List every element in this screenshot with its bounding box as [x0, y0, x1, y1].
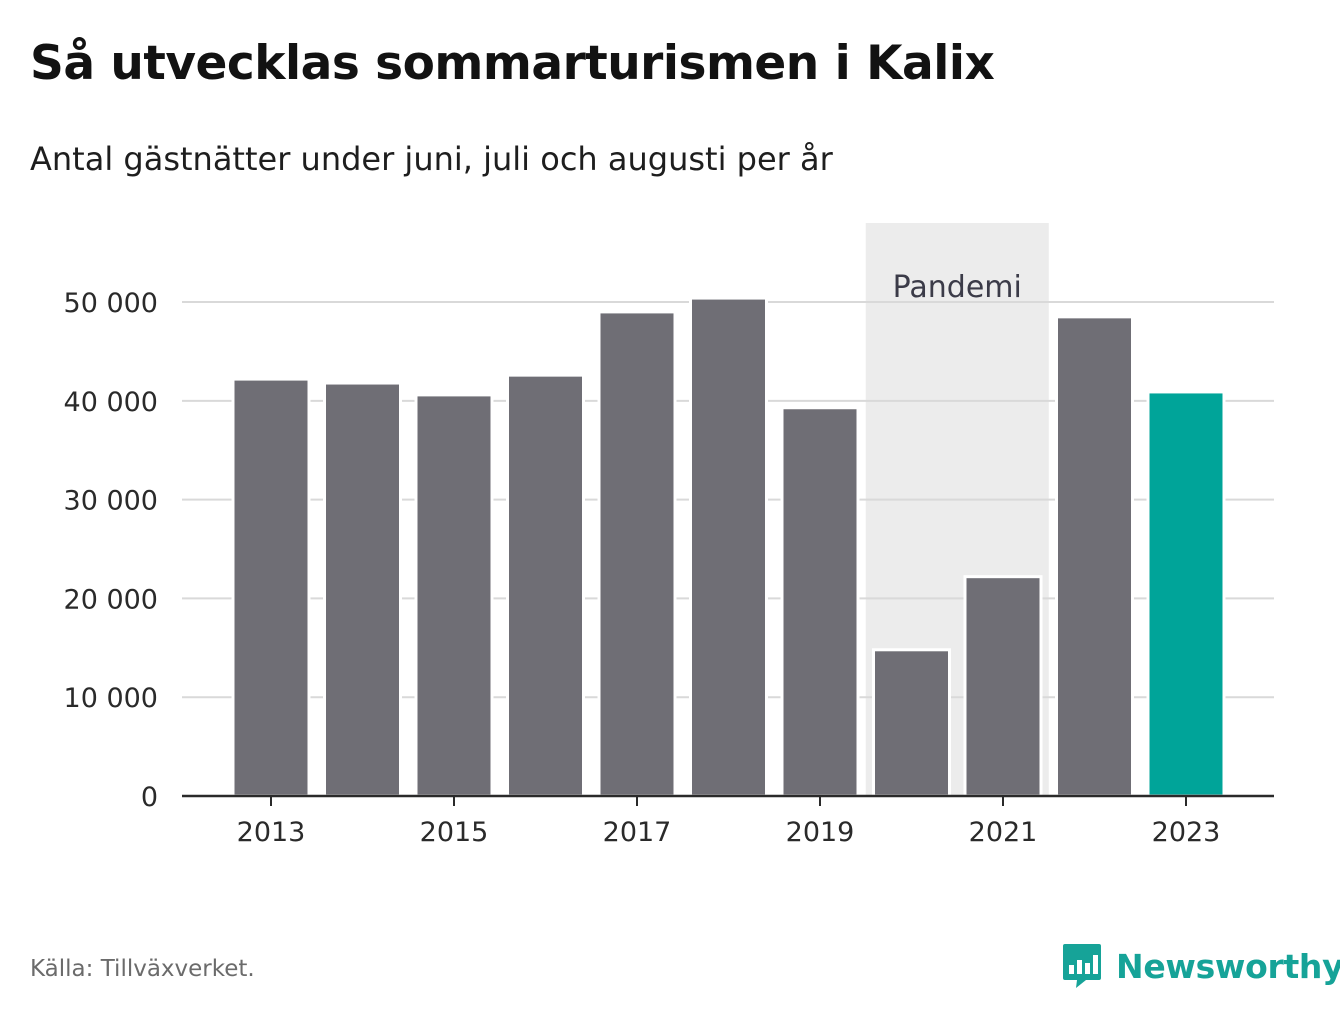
pandemic-label: Pandemi — [893, 270, 1022, 305]
y-tick-label: 0 — [141, 782, 158, 813]
bar-2017 — [597, 310, 677, 798]
bar-2013 — [231, 377, 311, 798]
axes: 0 10 000 20 000 30 000 40 000 50 000 2013 2015 2… — [64, 288, 1274, 848]
bar-2016 — [506, 373, 585, 798]
y-tick-label: 50 000 — [64, 288, 158, 319]
bar-2022 — [1055, 315, 1134, 798]
newsworthy-logo-icon — [1063, 944, 1101, 988]
x-tick-label: 2013 — [237, 817, 306, 848]
bar-2018 — [689, 296, 768, 798]
chart-subtitle: Antal gästnätter under juni, juli och au… — [30, 140, 833, 178]
bar-2014 — [323, 381, 402, 798]
x-tick-label: 2017 — [603, 817, 672, 848]
chart-title: Så utvecklas sommarturismen i Kalix — [30, 36, 995, 91]
y-tick-label: 30 000 — [64, 486, 158, 517]
source-note: Källa: Tillväxverket. — [30, 956, 255, 982]
bar-2015 — [414, 393, 494, 798]
x-tick-label: 2023 — [1152, 817, 1221, 848]
bar-2019 — [780, 406, 860, 798]
bars — [231, 296, 1226, 798]
y-tick-label: 10 000 — [64, 683, 158, 714]
x-tick-label: 2021 — [969, 817, 1038, 848]
bar-chart: Pandemi 0 10 000 20 000 30 000 40 000 50 000 2… — [64, 223, 1274, 848]
y-tick-label: 20 000 — [64, 584, 158, 615]
bar-2021 — [963, 575, 1043, 798]
bar-2023 — [1146, 390, 1226, 798]
y-tick-label: 40 000 — [64, 387, 158, 418]
brand-logo: Newsworthy — [1062, 942, 1340, 990]
x-tick-label: 2015 — [420, 817, 489, 848]
x-tick-label: 2019 — [786, 817, 855, 848]
brand-name: Newsworthy — [1116, 946, 1340, 986]
bar-2020 — [872, 648, 951, 798]
